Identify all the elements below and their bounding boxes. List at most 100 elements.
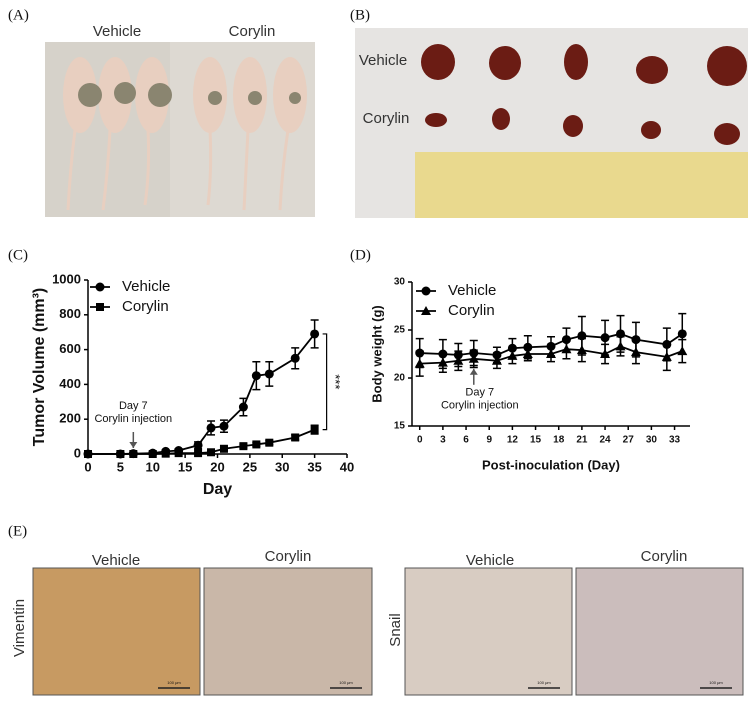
panel-label: (E) xyxy=(8,523,27,539)
group-caption: Vehicle xyxy=(359,52,407,69)
x-tick-label: 0 xyxy=(84,459,91,474)
marker xyxy=(615,341,626,351)
y-axis-label: Body weight (g) xyxy=(369,305,384,403)
group-caption: Corylin xyxy=(229,23,276,40)
legend-marker xyxy=(95,282,105,292)
x-tick-label: 18 xyxy=(553,435,565,446)
row-caption: Vimentin xyxy=(11,599,28,657)
marker xyxy=(84,450,92,458)
marker xyxy=(252,440,261,449)
marker xyxy=(174,449,183,458)
marker xyxy=(600,349,611,358)
series-line xyxy=(88,333,316,455)
marker xyxy=(468,353,479,363)
marker xyxy=(129,450,138,458)
x-tick-label: 30 xyxy=(646,435,658,446)
x-tick-label: 15 xyxy=(178,459,192,474)
marker xyxy=(265,438,274,447)
marker xyxy=(630,347,641,357)
marker xyxy=(206,423,216,433)
y-tick-label: 600 xyxy=(59,341,81,356)
marker xyxy=(310,425,319,434)
legend-label: Corylin xyxy=(122,298,169,315)
legend-label: Vehicle xyxy=(122,278,170,295)
x-tick-label: 0 xyxy=(417,435,423,446)
marker xyxy=(219,444,228,453)
group-caption: Vehicle xyxy=(466,552,514,569)
marker xyxy=(600,333,610,343)
significance-bracket xyxy=(322,333,328,431)
x-tick-label: 20 xyxy=(210,459,224,474)
group-caption: Corylin xyxy=(641,548,688,565)
marker xyxy=(290,353,300,363)
annotation-text: Corylin injection xyxy=(94,413,172,425)
y-tick-label: 800 xyxy=(59,306,81,321)
y-tick-label: 200 xyxy=(59,411,81,426)
y-tick-label: 0 xyxy=(74,445,81,460)
photo-mice xyxy=(45,42,315,217)
marker xyxy=(207,448,216,457)
y-tick-label: 30 xyxy=(394,277,406,288)
scale-bar-label: 100 μm xyxy=(709,680,723,685)
row-caption: Snail xyxy=(387,613,404,646)
x-tick-label: 33 xyxy=(669,435,681,446)
panel-label: (C) xyxy=(8,247,28,263)
x-tick-label: 25 xyxy=(243,459,257,474)
photo-ihc xyxy=(32,567,744,696)
marker xyxy=(238,402,248,412)
marker xyxy=(251,371,261,381)
marker xyxy=(161,449,170,458)
marker xyxy=(148,450,157,458)
marker xyxy=(116,450,125,458)
marker xyxy=(437,357,448,367)
x-tick-label: 21 xyxy=(576,435,588,446)
marker xyxy=(507,350,518,360)
x-tick-label: 10 xyxy=(146,459,160,474)
annotation-text: Corylin injection xyxy=(441,400,519,412)
x-axis-label: Post-inoculation (Day) xyxy=(482,457,620,472)
y-axis-label: Tumor Volume (mm³) xyxy=(31,288,48,447)
marker xyxy=(546,349,556,358)
panel-label: (A) xyxy=(8,7,29,23)
x-tick-label: 30 xyxy=(275,459,289,474)
legend-marker xyxy=(96,303,104,311)
marker xyxy=(522,349,533,358)
legend-marker xyxy=(421,306,431,315)
y-tick-label: 20 xyxy=(394,373,406,384)
legend-label: Vehicle xyxy=(448,282,496,299)
y-tick-label: 25 xyxy=(394,325,406,336)
x-tick-label: 9 xyxy=(486,435,492,446)
group-caption: Corylin xyxy=(265,548,312,565)
scale-bar-label: 100 μm xyxy=(339,680,353,685)
marker xyxy=(193,440,203,450)
marker xyxy=(576,345,587,355)
x-axis-label: Day xyxy=(203,481,232,498)
panel-label: (B) xyxy=(350,7,370,23)
marker xyxy=(239,442,248,451)
x-tick-label: 24 xyxy=(599,435,611,446)
marker xyxy=(491,355,502,365)
panel-label: (D) xyxy=(350,247,371,263)
x-tick-label: 3 xyxy=(440,435,446,446)
x-tick-label: 27 xyxy=(623,435,635,446)
scale-bar-label: 100 μm xyxy=(167,680,181,685)
marker xyxy=(453,355,464,365)
significance-label: *** xyxy=(328,374,343,389)
marker xyxy=(631,335,641,345)
group-caption: Vehicle xyxy=(93,23,141,40)
marker xyxy=(264,369,274,379)
marker xyxy=(310,329,320,339)
group-caption: Corylin xyxy=(363,110,410,127)
group-caption: Vehicle xyxy=(92,552,140,569)
marker xyxy=(414,358,425,368)
marker xyxy=(194,449,203,458)
x-tick-label: 5 xyxy=(117,459,124,474)
scale-bar-labels: 100 μm 100 μm 100 μm 100 μm xyxy=(167,680,723,685)
y-tick-label: 400 xyxy=(59,376,81,391)
photo-tumors xyxy=(355,28,748,218)
marker xyxy=(677,329,687,339)
legend-marker xyxy=(421,286,431,296)
x-tick-label: 12 xyxy=(507,435,519,446)
annotation-arrowhead xyxy=(129,442,138,448)
